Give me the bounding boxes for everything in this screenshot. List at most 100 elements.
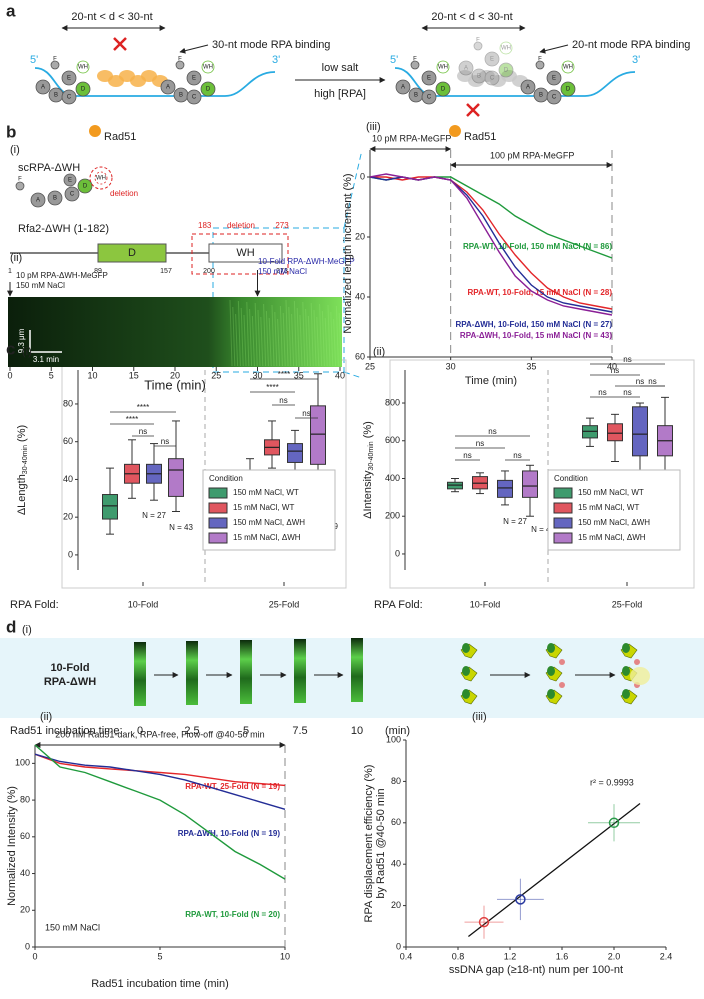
kymo-note: 150 mM NaCl	[16, 281, 65, 290]
rpa-icon	[462, 689, 470, 699]
domain-label: E	[67, 76, 71, 82]
significance-label: ns	[623, 355, 631, 364]
sample-size: N = 27	[142, 511, 166, 520]
x-tick-label: 1.2	[504, 951, 517, 961]
panel-sublabel: (i)	[22, 346, 32, 358]
x-axis-label: Rad51 incubation time (min)	[91, 978, 229, 990]
image-strip	[186, 641, 198, 705]
domain-label: WH	[501, 46, 511, 52]
domain	[76, 60, 90, 74]
time-label: 5	[243, 725, 249, 737]
series-line	[34, 744, 286, 880]
map-position: 157	[160, 268, 172, 275]
domain-label: C	[67, 95, 72, 101]
annotation: r² = 0.9993	[590, 777, 634, 787]
domain	[30, 192, 46, 208]
domain	[435, 81, 451, 97]
kymo-streak	[316, 316, 320, 367]
kymo-streak	[268, 317, 272, 367]
domain-label: A	[41, 85, 45, 91]
strip-title: 10-Fold	[50, 662, 89, 674]
domain	[50, 60, 60, 70]
legend-title: Condition	[209, 474, 243, 483]
domain-label: A	[401, 85, 405, 91]
domain-box	[208, 243, 283, 263]
time-label: 7.5	[292, 725, 307, 737]
x-tick-label: 15	[129, 370, 139, 380]
kymo-streak	[321, 310, 325, 367]
legend-label: 15 mM NaCl, WT	[578, 503, 639, 512]
scale-label: 9.3 μm	[17, 328, 26, 353]
domain-name: D	[128, 247, 136, 259]
domain	[520, 79, 536, 95]
significance-label: ns	[648, 377, 656, 386]
domain-label: D	[83, 184, 88, 190]
kymo-streak	[260, 316, 264, 367]
domain-label: B	[539, 93, 543, 99]
x-tick-label: 0	[32, 951, 37, 961]
mode-arrow	[179, 44, 209, 54]
domain-label: B	[54, 93, 58, 99]
image-strip	[294, 639, 306, 703]
x-tick-label: 35	[526, 361, 536, 371]
y-tick-label: 60	[20, 831, 30, 841]
sample-size: N = 27	[503, 517, 527, 526]
x-tick-label: 35	[294, 370, 304, 380]
rad51-icon	[559, 682, 565, 688]
y-tick-label: 40	[20, 868, 30, 878]
kymo-streak	[279, 305, 283, 367]
domain	[421, 70, 437, 86]
significance-label: ns	[598, 388, 606, 397]
legend-swatch	[553, 487, 573, 499]
y-axis-label-part: 30-40min	[368, 441, 375, 470]
kymo-streak	[330, 311, 334, 367]
domain-label: E	[490, 57, 494, 63]
panel-sublabel: (ii)	[373, 346, 385, 358]
legend-swatch	[208, 532, 228, 544]
kymo-streak	[257, 309, 261, 367]
rpa-icon	[622, 689, 630, 699]
y-axis-label-part: ΔIntensity	[362, 470, 374, 519]
domain	[458, 60, 474, 76]
domain	[561, 60, 575, 74]
kymo-streak	[249, 308, 253, 367]
deletion-box	[191, 233, 289, 275]
domain	[535, 60, 545, 70]
domain-label: D	[566, 87, 571, 93]
rad51	[89, 125, 101, 137]
x-tick-label: 5	[49, 370, 54, 380]
domain-label: C	[70, 192, 75, 198]
deletion-label: deletion	[227, 221, 255, 230]
legend-swatch	[553, 502, 573, 514]
domain-label: WH	[96, 176, 106, 182]
significance-label: ns	[611, 366, 619, 375]
domain	[47, 190, 63, 206]
domain	[473, 41, 483, 51]
x-tick-label: 30	[252, 370, 262, 380]
rpa-icon	[622, 666, 630, 676]
y-tick-label: 600	[385, 435, 400, 445]
x-tick-label: 10-Fold	[470, 599, 501, 609]
panel-label: b	[6, 122, 16, 141]
y-tick-label: 80	[391, 776, 401, 786]
y-tick-label: 100	[386, 734, 401, 744]
panel-label: a	[6, 1, 16, 20]
image-strip	[134, 642, 146, 706]
panel-label: d	[6, 617, 16, 636]
panel-sublabel: (i)	[10, 144, 20, 156]
panel-border	[389, 359, 695, 589]
series-label: RPA-WT, 10-Fold (N = 20)	[185, 910, 280, 919]
rpa-cluster: F A B C D E WH	[35, 57, 91, 105]
y-tick-label: 20	[20, 905, 30, 915]
y-tick-label: 40	[391, 859, 401, 869]
sample-size: N = 43	[169, 523, 193, 532]
deletion-mark	[89, 166, 113, 190]
box	[168, 458, 184, 497]
domain	[15, 181, 25, 191]
strip-title: RPA-ΔWH	[44, 676, 96, 688]
box	[310, 405, 326, 465]
domain-label: E	[68, 178, 72, 184]
domain-label: B	[477, 74, 481, 80]
domain-label: F	[476, 38, 480, 44]
